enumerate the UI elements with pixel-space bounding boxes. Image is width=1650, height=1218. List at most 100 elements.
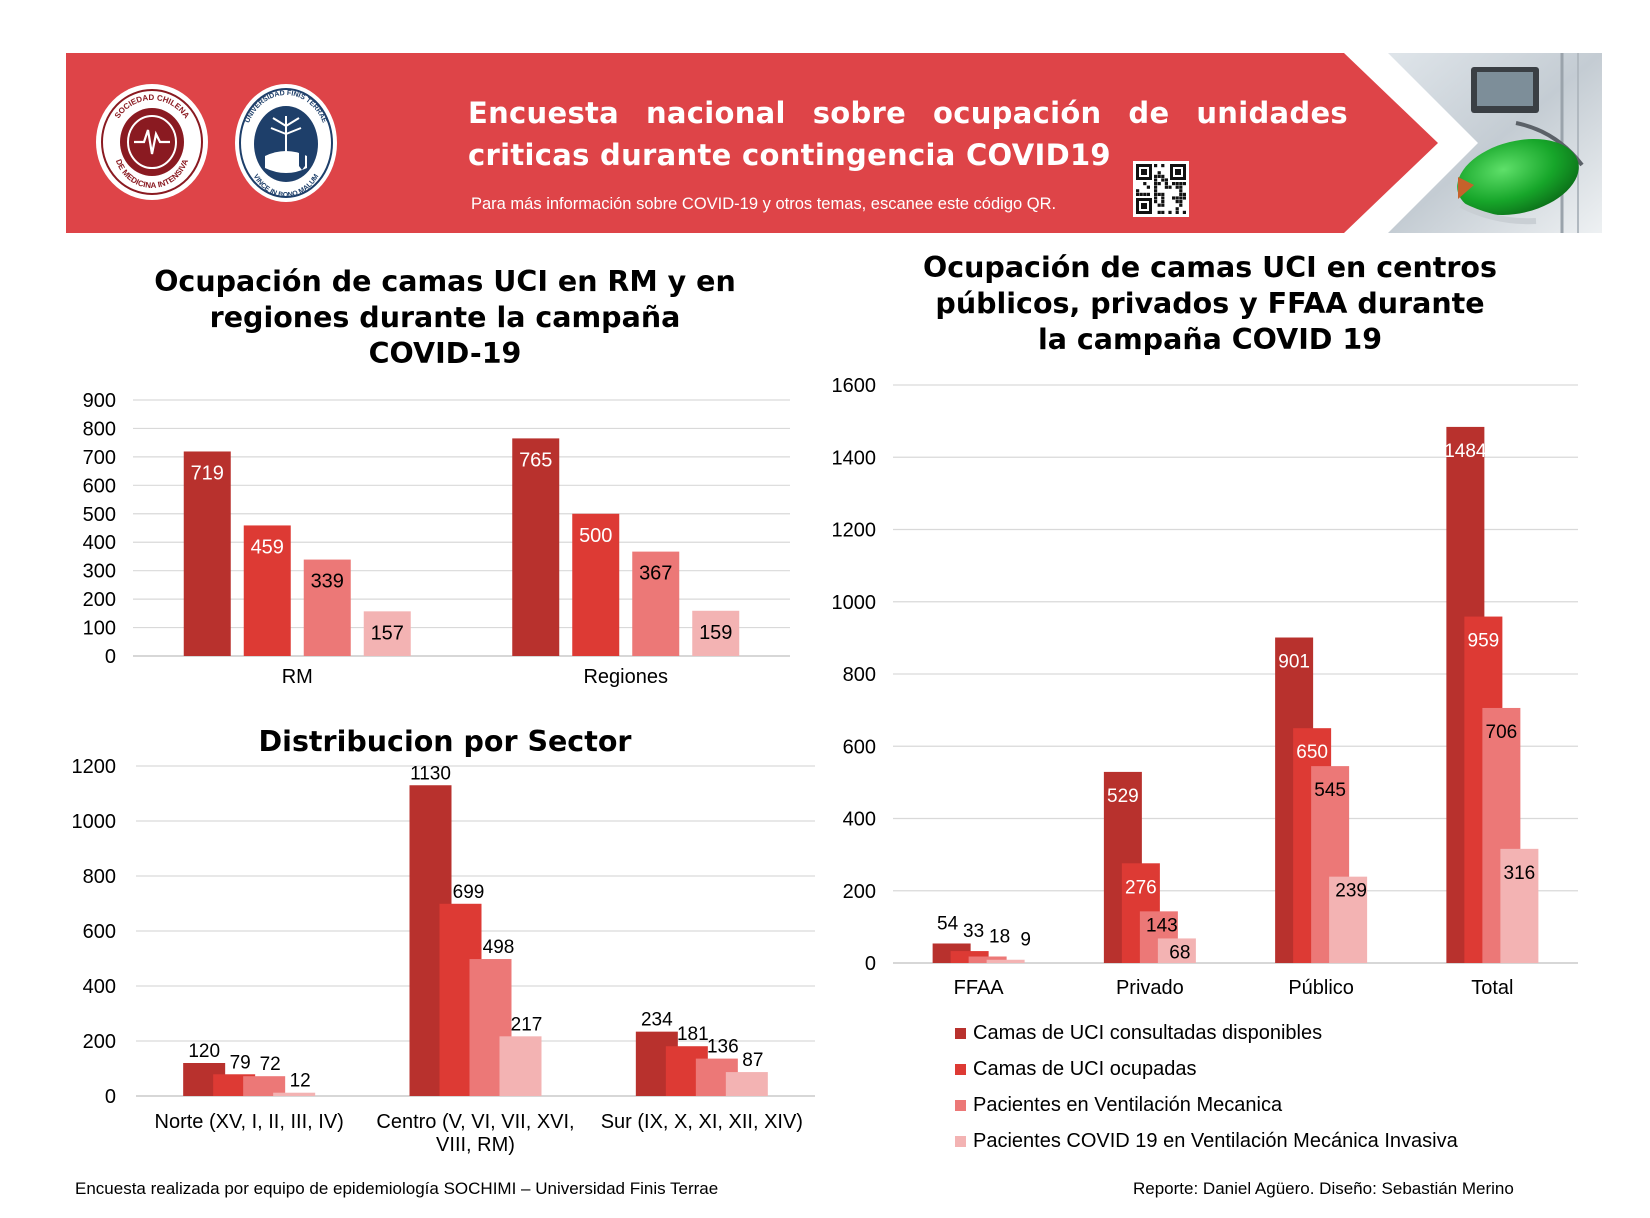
y-tick-label: 700 <box>83 447 116 469</box>
legend-swatch <box>955 1099 966 1111</box>
y-tick-label: 1000 <box>832 592 877 614</box>
x-tick-label: Total <box>1471 977 1513 999</box>
y-tick-label: 100 <box>83 618 116 640</box>
data-label: 706 <box>1486 722 1518 743</box>
bar <box>243 1076 286 1096</box>
y-tick-label: 1400 <box>832 447 877 469</box>
banner-red-arrow <box>66 53 1438 233</box>
data-label: 68 <box>1169 942 1190 963</box>
data-label: 87 <box>742 1050 763 1071</box>
y-tick-label: 1600 <box>832 375 877 397</box>
y-tick-label: 200 <box>83 589 116 611</box>
legend-swatch <box>955 1027 966 1039</box>
bar <box>512 438 560 656</box>
data-label: 159 <box>699 622 732 644</box>
data-label: 367 <box>639 563 672 585</box>
bar <box>1329 876 1368 963</box>
x-tick-label: Privado <box>1116 977 1184 999</box>
legend-label: Pacientes en Ventilación Mecanica <box>973 1093 1283 1116</box>
data-label: 33 <box>963 921 984 942</box>
bar <box>1157 938 1196 963</box>
data-label: 650 <box>1296 742 1328 763</box>
bar <box>986 959 1025 963</box>
chart-title-rm: Ocupación de camas UCI en RM y en region… <box>154 265 736 370</box>
legend-swatch <box>955 1135 966 1147</box>
x-tick-label: Público <box>1288 977 1354 999</box>
bar <box>1500 848 1539 963</box>
bar <box>363 611 411 656</box>
legend-item: Pacientes en Ventilación Mecanica <box>955 1087 1458 1123</box>
y-tick-label: 400 <box>843 809 876 831</box>
x-tick-label: Norte (XV, I, II, III, IV) <box>155 1111 344 1133</box>
bar <box>632 551 680 656</box>
chart-title-centros: Ocupación de camas UCI en centros públic… <box>923 251 1497 356</box>
data-label: 12 <box>290 1071 311 1092</box>
bar <box>572 513 620 656</box>
ventilator-photo <box>1388 53 1602 233</box>
y-tick-label: 0 <box>865 953 876 975</box>
legend-item: Camas de UCI ocupadas <box>955 1051 1458 1087</box>
data-label: 339 <box>311 571 344 593</box>
y-tick-label: 800 <box>83 418 116 440</box>
data-label: 1484 <box>1444 441 1487 462</box>
chart-title-sector: Distribucion por Sector <box>258 725 632 758</box>
y-tick-label: 1000 <box>72 811 117 833</box>
bar <box>273 1092 316 1096</box>
chart-centros-plot: 0 200 400 600 800 1000 1200 1400 1600 FFAA 54 33 18 9… <box>832 375 1578 999</box>
data-label: 234 <box>641 1010 673 1031</box>
data-label: 18 <box>989 926 1010 947</box>
data-label: 9 <box>1020 930 1031 951</box>
y-tick-label: 0 <box>105 646 116 668</box>
sochimi-logo: SOCIEDAD CHILENA DE MEDICINA INTENSIVA <box>96 84 208 200</box>
data-label: 1130 <box>410 763 451 784</box>
data-label: 500 <box>579 525 612 547</box>
banner-arrow-outline <box>1359 53 1461 233</box>
data-label: 79 <box>230 1052 251 1073</box>
data-label: 459 <box>251 536 284 558</box>
legend: Camas de UCI consultadas disponibles Cam… <box>955 1015 1458 1159</box>
y-tick-label: 0 <box>105 1086 116 1108</box>
data-label: 545 <box>1314 780 1346 801</box>
data-label: 498 <box>483 937 515 958</box>
y-tick-label: 400 <box>83 976 116 998</box>
y-tick-label: 600 <box>843 736 876 758</box>
y-tick-label: 600 <box>83 921 116 943</box>
x-tick-label: FFAA <box>954 977 1005 999</box>
y-tick-label: 600 <box>83 475 116 497</box>
legend-item: Camas de UCI consultadas disponibles <box>955 1015 1458 1051</box>
data-label: 276 <box>1125 877 1157 898</box>
data-label: 72 <box>260 1054 281 1075</box>
bar <box>692 610 740 656</box>
bar <box>499 1036 542 1096</box>
data-label: 143 <box>1146 915 1178 936</box>
x-tick-label: Centro (V, VI, VII, XVI, <box>376 1111 574 1133</box>
chart-sector-plot: 0 200 400 600 800 1000 1200 Norte (XV, I, II, I… <box>72 756 815 1156</box>
data-label: 239 <box>1335 881 1367 902</box>
banner-subtitle: Para más información sobre COVID-19 y ot… <box>471 195 1057 213</box>
y-tick-label: 900 <box>83 390 116 412</box>
data-label: 316 <box>1504 863 1536 884</box>
data-label: 765 <box>519 449 552 471</box>
legend-label: Camas de UCI consultadas disponibles <box>973 1021 1323 1044</box>
data-label: 699 <box>453 882 485 903</box>
chart-rm-plot: 0 100 200 300 400 500 600 700 800 900 RM 719 459 339 1… <box>83 390 790 688</box>
bar <box>725 1072 768 1096</box>
legend-label: Camas de UCI ocupadas <box>973 1057 1197 1080</box>
banner-title: Encuesta nacional sobre ocupación de uni… <box>468 96 1348 172</box>
legend-label: Pacientes COVID 19 en Ventilación Mecáni… <box>973 1129 1458 1152</box>
data-label: 157 <box>371 622 404 644</box>
finis-terrae-logo: UNIVERSIDAD FINIS TERRAE VINCE IN BONO M… <box>235 84 337 202</box>
qr-code[interactable] <box>1133 161 1189 217</box>
y-tick-label: 300 <box>83 561 116 583</box>
bar <box>183 451 231 656</box>
y-tick-label: 200 <box>843 881 876 903</box>
y-tick-label: 500 <box>83 504 116 526</box>
data-label: 901 <box>1278 652 1310 673</box>
footer-credits-right: Reporte: Daniel Agüero. Diseño: Sebastiá… <box>1133 1179 1514 1198</box>
y-tick-label: 800 <box>843 664 876 686</box>
header-banner <box>66 53 1602 233</box>
legend-swatch <box>955 1063 966 1075</box>
y-tick-label: 400 <box>83 532 116 554</box>
data-label: 120 <box>188 1041 220 1062</box>
